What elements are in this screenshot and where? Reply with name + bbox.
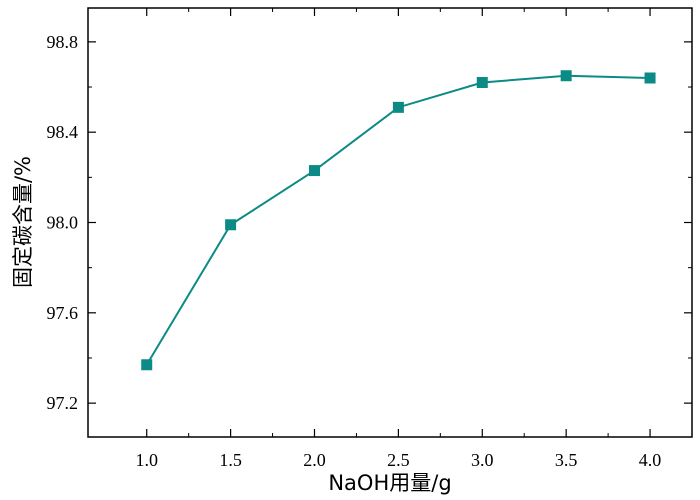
- x-axis-title: NaOH用量/g: [328, 471, 451, 495]
- plot-frame: [87, 7, 693, 438]
- y-tick-label: 98.4: [47, 122, 79, 142]
- data-point: [560, 70, 572, 82]
- data-point: [141, 359, 153, 371]
- series-markers: [141, 70, 656, 371]
- data-point: [476, 77, 488, 89]
- y-tick-label: 98.0: [47, 213, 79, 233]
- series-line: [145, 74, 651, 366]
- x-tick-label: 2.5: [387, 450, 410, 470]
- data-point: [644, 72, 656, 84]
- x-tick-label: 3.0: [471, 450, 494, 470]
- data-point: [225, 219, 237, 231]
- data-point: [309, 165, 320, 177]
- x-tick-label: 3.5: [555, 450, 578, 470]
- x-tick-label: 2.0: [303, 450, 326, 470]
- y-tick-label: 98.8: [47, 32, 79, 52]
- x-tick-label: 1.0: [135, 450, 158, 470]
- x-axis-ticks: [146, 8, 651, 437]
- x-tick-label: 4.0: [639, 450, 662, 470]
- y-axis-tick-labels: 97.2 97.6 98.0 98.4 98.8: [47, 32, 79, 413]
- y-axis-ticks: [88, 41, 692, 404]
- x-tick-label: 1.5: [219, 450, 242, 470]
- data-point: [392, 101, 404, 113]
- y-axis-title: 固定碳含量/%: [11, 156, 35, 288]
- x-axis-tick-labels: 1.0 1.5 2.0 2.5 3.0 3.5 4.0: [135, 450, 661, 470]
- y-tick-label: 97.6: [47, 303, 79, 323]
- y-tick-label: 97.2: [47, 393, 79, 413]
